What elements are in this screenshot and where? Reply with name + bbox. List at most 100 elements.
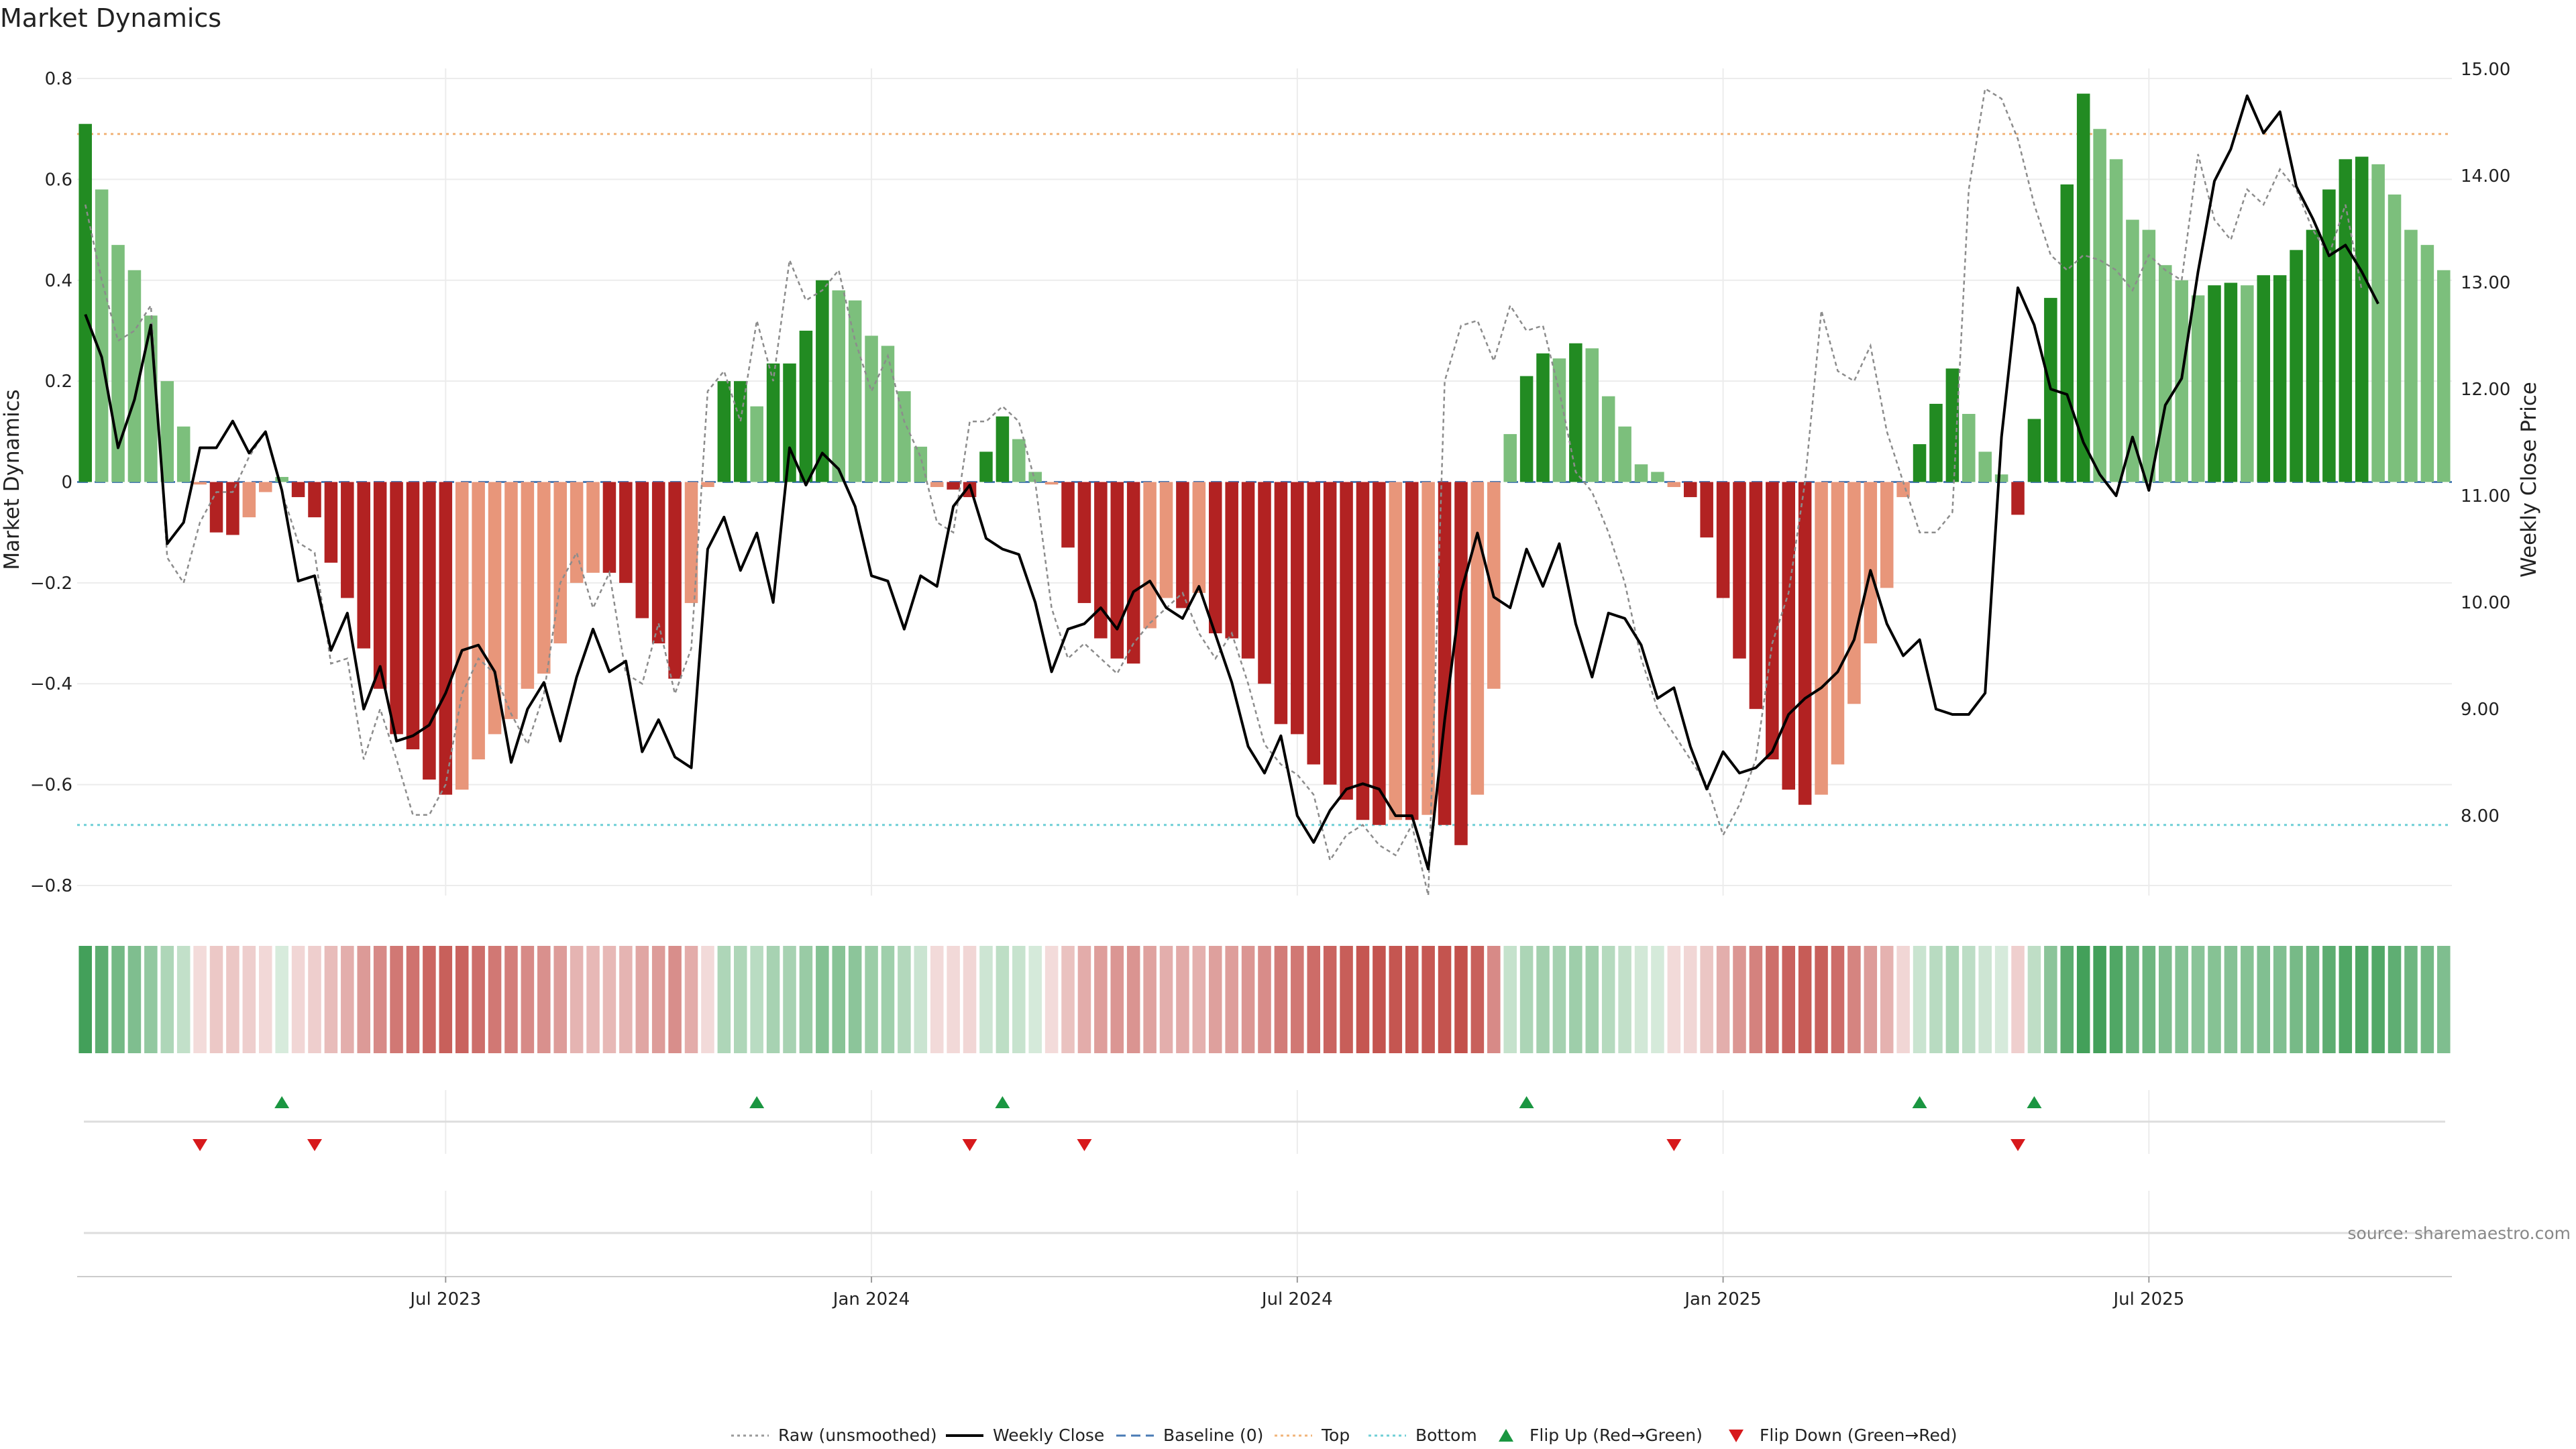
momentum-bar <box>2290 250 2303 482</box>
heat-cell <box>898 946 911 1053</box>
flip-markers <box>84 1096 2445 1151</box>
heat-cell <box>406 946 420 1053</box>
momentum-bar <box>1978 451 1992 482</box>
legend-label: Baseline (0) <box>1163 1426 1263 1445</box>
right-tick-label: 9.00 <box>2461 700 2500 720</box>
heat-cell <box>1667 946 1681 1053</box>
momentum-bar <box>684 482 698 603</box>
flip-up-marker <box>995 1096 1010 1108</box>
heat-cell <box>291 946 305 1053</box>
momentum-bar <box>439 482 453 795</box>
left-tick-label: −0.2 <box>30 574 72 594</box>
heat-cell <box>930 946 944 1053</box>
momentum-bar <box>1929 403 1943 482</box>
momentum-bar <box>357 482 371 649</box>
x-axis-ticks: Jul 2023 Jan 2024 Jul 2024 Jan 2025 Jul 2025 <box>409 1277 2184 1309</box>
flip-up-marker <box>1519 1096 1534 1108</box>
heat-cell <box>1192 946 1206 1053</box>
heat-cell <box>651 946 665 1053</box>
heat-cell <box>423 946 436 1053</box>
heat-cell <box>881 946 895 1053</box>
heat-cell <box>570 946 584 1053</box>
heat-cell <box>1978 946 1992 1053</box>
momentum-bar <box>651 482 665 644</box>
momentum-bar <box>1815 482 1828 795</box>
momentum-bar <box>2191 295 2205 482</box>
heat-cell <box>750 946 763 1053</box>
heat-cell <box>1159 946 1173 1053</box>
heat-cell <box>1683 946 1697 1053</box>
heat-cell <box>635 946 649 1053</box>
legend: Raw (unsmoothed) Weekly Close Baseline (0)… <box>731 1426 1957 1445</box>
momentum-bar <box>1766 482 1779 760</box>
raw-line <box>84 87 2363 896</box>
momentum-bar <box>1241 482 1255 659</box>
heat-cell <box>308 946 321 1053</box>
momentum-bar <box>930 482 944 488</box>
momentum-bar <box>668 482 682 679</box>
momentum-bar <box>95 189 109 482</box>
flip-up-marker <box>274 1096 290 1108</box>
heat-cell <box>144 946 158 1053</box>
heat-cell <box>2306 946 2320 1053</box>
momentum-bar <box>2273 275 2287 482</box>
momentum-bars <box>78 93 2451 845</box>
momentum-bar <box>1061 482 1075 548</box>
momentum-bar <box>1945 368 1960 482</box>
heat-cell <box>2076 946 2090 1053</box>
momentum-bar <box>1421 482 1435 815</box>
momentum-bar <box>1126 482 1140 664</box>
momentum-bar <box>996 416 1010 482</box>
momentum-bar <box>947 482 960 490</box>
y-axis-left-label: Market Dynamics <box>0 389 24 570</box>
momentum-bar <box>1356 482 1370 820</box>
chart-title: Market Dynamics <box>0 3 221 33</box>
heat-cell <box>2290 946 2303 1053</box>
left-tick-label: −0.6 <box>30 775 72 796</box>
heat-cell <box>1421 946 1435 1053</box>
heat-cell <box>1323 946 1337 1053</box>
right-tick-label: 10.00 <box>2461 593 2510 613</box>
momentum-bar <box>898 391 911 482</box>
right-tick-label: 14.00 <box>2461 166 2510 186</box>
heat-cell <box>1945 946 1960 1053</box>
momentum-bar <box>2339 159 2353 482</box>
heat-cell <box>521 946 535 1053</box>
left-tick-label: −0.4 <box>30 674 72 694</box>
momentum-bar <box>1044 482 1059 485</box>
momentum-bar <box>1143 482 1157 629</box>
momentum-bar <box>324 482 338 563</box>
heat-cell <box>2093 946 2106 1053</box>
heat-cell <box>193 946 207 1053</box>
momentum-bar <box>635 482 649 619</box>
heat-cell <box>1487 946 1501 1053</box>
heat-cell <box>1373 946 1386 1053</box>
heat-cell <box>209 946 223 1053</box>
momentum-bar <box>2306 229 2320 482</box>
heat-cell <box>2387 946 2402 1053</box>
momentum-bar <box>308 482 321 518</box>
heat-cell <box>1028 946 1042 1053</box>
legend-label: Top <box>1321 1426 1350 1445</box>
momentum-bar <box>865 335 878 482</box>
heat-cell <box>2257 946 2271 1053</box>
momentum-bar <box>1258 482 1271 684</box>
momentum-bar <box>258 482 272 492</box>
heat-cell <box>1798 946 1812 1053</box>
heat-cell <box>947 946 960 1053</box>
right-tick-label: 8.00 <box>2461 806 2500 826</box>
momentum-bar <box>1749 482 1763 709</box>
momentum-bar <box>1782 482 1796 790</box>
momentum-bar <box>1716 482 1730 598</box>
momentum-bar <box>979 451 993 482</box>
momentum-bar <box>341 482 354 598</box>
momentum-bar <box>226 482 239 535</box>
weekly-close-path <box>84 94 2379 871</box>
heat-cell <box>1831 946 1845 1053</box>
momentum-bar <box>504 482 518 719</box>
momentum-bar <box>390 482 403 735</box>
momentum-bar <box>701 482 714 488</box>
heat-cell <box>717 946 731 1053</box>
momentum-bar <box>799 330 813 482</box>
momentum-bar <box>1683 482 1697 498</box>
